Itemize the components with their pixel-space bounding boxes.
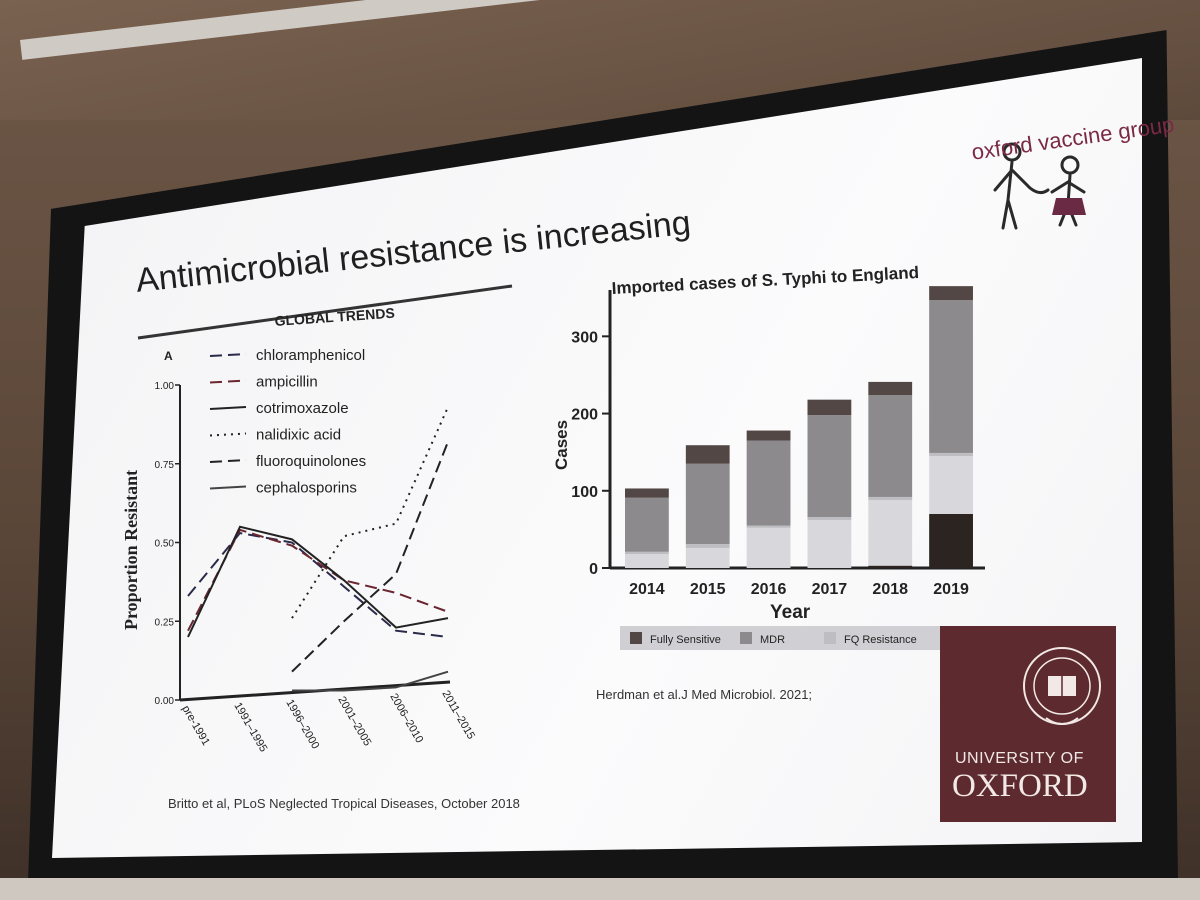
panel-label: A — [164, 349, 173, 363]
bar-segment-mdr-fq — [625, 554, 669, 568]
left-citation: Britto et al, PLoS Neglected Tropical Di… — [168, 796, 520, 811]
bar-segment-fully-sensitive — [929, 286, 973, 301]
university-name-line2: OXFORD — [952, 768, 1088, 804]
x-tick-label: 2016 — [751, 581, 787, 598]
x-tick-label: 2014 — [629, 581, 665, 598]
bar-segment-fq-resistance — [685, 544, 730, 548]
bar-segment-mdr-fq — [868, 500, 913, 566]
bar-segment-mdr-fq — [746, 527, 791, 568]
x-tick-label: 2015 — [690, 581, 726, 598]
bar-segment-xdr — [868, 565, 913, 568]
x-tick-label: 2019 — [933, 581, 969, 598]
university-logo-block — [940, 626, 1116, 822]
university-name-line1: UNIVERSITY OF — [955, 750, 1084, 767]
bar-segment-fq-resistance — [929, 452, 973, 457]
legend-swatch — [630, 632, 642, 644]
bar-segment-xdr — [929, 513, 973, 568]
legend-label: FQ Resistance — [844, 634, 917, 646]
legend-label: cephalosporins — [256, 480, 357, 497]
bar-segment-fully-sensitive — [807, 399, 852, 416]
y-axis-label: Cases — [552, 420, 571, 470]
y-tick-label: 0.50 — [155, 539, 175, 550]
y-tick-label: 0.25 — [155, 617, 175, 628]
bar-segment-fully-sensitive — [868, 381, 913, 396]
bar-segment-mdr — [868, 395, 913, 497]
bar-segment-fq-resistance — [868, 496, 913, 501]
series-line-cephalosporins — [292, 670, 449, 692]
x-tick-label: 2018 — [872, 581, 908, 598]
right-citation: Herdman et al.J Med Microbiol. 2021; — [596, 687, 813, 702]
x-axis-label: Year — [770, 602, 811, 623]
bar-segment-fully-sensitive — [746, 430, 791, 441]
bar-segment-mdr-fq — [685, 547, 730, 568]
y-tick-label: 0.00 — [155, 696, 175, 707]
legend-label: fluoroquinolones — [256, 453, 366, 470]
bar-segment-mdr-fq — [929, 456, 973, 514]
y-tick-label: 0.75 — [155, 460, 175, 471]
legend-label: chloramphenicol — [256, 347, 365, 364]
legend-swatch — [209, 485, 247, 490]
bar-segment-fully-sensitive — [625, 488, 669, 498]
bar-segment-mdr — [807, 415, 852, 518]
bar-segment-fq-resistance — [807, 517, 852, 521]
bar-segment-fq-resistance — [625, 551, 669, 555]
y-tick-label: 100 — [571, 484, 598, 501]
legend-label: ampicillin — [256, 374, 318, 391]
legend-label: MDR — [760, 634, 785, 646]
legend-swatch — [209, 459, 247, 463]
y-tick-label: 0 — [589, 561, 598, 578]
legend-label: Fully Sensitive — [650, 634, 721, 646]
legend-label: cotrimoxazole — [256, 400, 349, 417]
legend-swatch — [824, 632, 836, 644]
bar-segment-mdr — [746, 440, 791, 526]
y-tick-label: 300 — [571, 329, 598, 346]
series-line-chloramphenicol — [187, 531, 449, 638]
y-axis-label: Proportion Resistant — [121, 470, 141, 630]
legend-swatch — [209, 353, 247, 357]
bar-segment-fq-resistance — [746, 525, 791, 528]
room-floor-strip — [0, 878, 1200, 900]
bar-segment-mdr — [625, 497, 669, 552]
bar-segment-fully-sensitive — [685, 445, 730, 464]
bar-segment-mdr-fq — [807, 520, 852, 568]
legend-swatch — [209, 379, 247, 384]
x-tick-label: 2017 — [812, 581, 848, 598]
series-line-cotrimoxazole — [187, 525, 449, 638]
bar-segment-mdr — [685, 463, 730, 545]
legend-swatch — [740, 632, 752, 644]
legend-label: nalidixic acid — [256, 427, 341, 444]
series-line-fluoroquinolones — [291, 441, 449, 673]
header-rule — [137, 284, 513, 340]
bar-segment-mdr — [929, 300, 973, 453]
y-tick-label: 200 — [571, 407, 598, 424]
y-tick-label: 1.00 — [155, 381, 175, 392]
legend-swatch — [209, 406, 247, 410]
